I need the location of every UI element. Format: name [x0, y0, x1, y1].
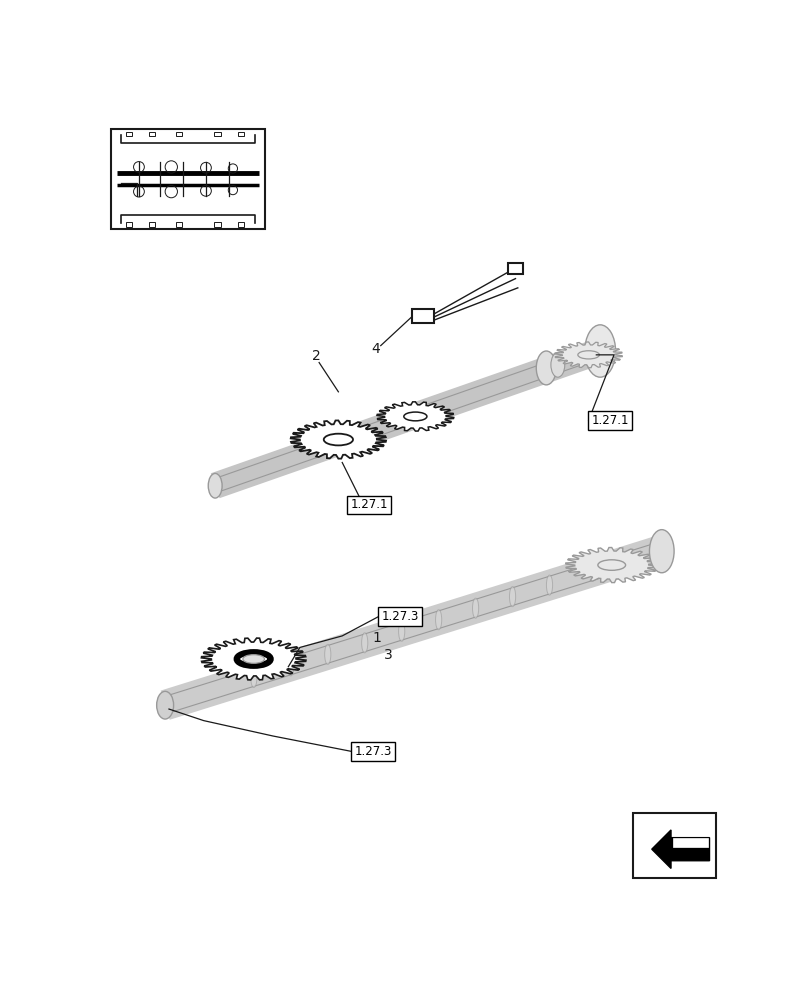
Bar: [126, 132, 132, 136]
Ellipse shape: [324, 644, 330, 664]
Polygon shape: [376, 402, 453, 431]
Bar: [237, 222, 243, 227]
Ellipse shape: [435, 610, 441, 630]
Polygon shape: [201, 638, 306, 680]
Text: 3: 3: [384, 648, 393, 662]
Bar: [214, 132, 221, 136]
Text: 2: 2: [312, 349, 321, 363]
Bar: [507, 263, 522, 274]
Bar: [148, 132, 155, 136]
Bar: [126, 222, 132, 227]
Text: 1: 1: [372, 631, 381, 645]
Ellipse shape: [584, 325, 615, 377]
Ellipse shape: [577, 351, 599, 359]
Ellipse shape: [508, 587, 515, 607]
Text: 1.27.1: 1.27.1: [590, 414, 629, 427]
Bar: [237, 132, 243, 136]
Ellipse shape: [157, 691, 174, 719]
Ellipse shape: [597, 560, 624, 570]
Polygon shape: [290, 420, 385, 459]
Bar: [111, 129, 265, 229]
Polygon shape: [554, 342, 622, 368]
Ellipse shape: [398, 621, 404, 641]
Polygon shape: [672, 838, 707, 847]
Text: 1.27.1: 1.27.1: [350, 498, 388, 512]
Ellipse shape: [242, 655, 264, 663]
Ellipse shape: [361, 633, 367, 653]
Bar: [176, 132, 182, 136]
Text: 1.27.3: 1.27.3: [354, 745, 391, 758]
Text: 4: 4: [371, 342, 380, 356]
Ellipse shape: [324, 434, 353, 445]
Ellipse shape: [535, 351, 556, 385]
Ellipse shape: [546, 575, 552, 595]
Ellipse shape: [208, 473, 222, 498]
Polygon shape: [565, 548, 657, 583]
Ellipse shape: [403, 412, 427, 421]
Bar: [412, 309, 433, 323]
Ellipse shape: [550, 353, 564, 377]
Text: 1.27.3: 1.27.3: [381, 610, 418, 623]
Bar: [214, 222, 221, 227]
Ellipse shape: [251, 667, 256, 687]
Ellipse shape: [472, 598, 478, 618]
Polygon shape: [651, 830, 709, 868]
Ellipse shape: [237, 652, 270, 666]
Bar: [176, 222, 182, 227]
Bar: [148, 222, 155, 227]
Bar: [633, 813, 715, 878]
Ellipse shape: [649, 530, 673, 573]
Ellipse shape: [287, 656, 294, 676]
